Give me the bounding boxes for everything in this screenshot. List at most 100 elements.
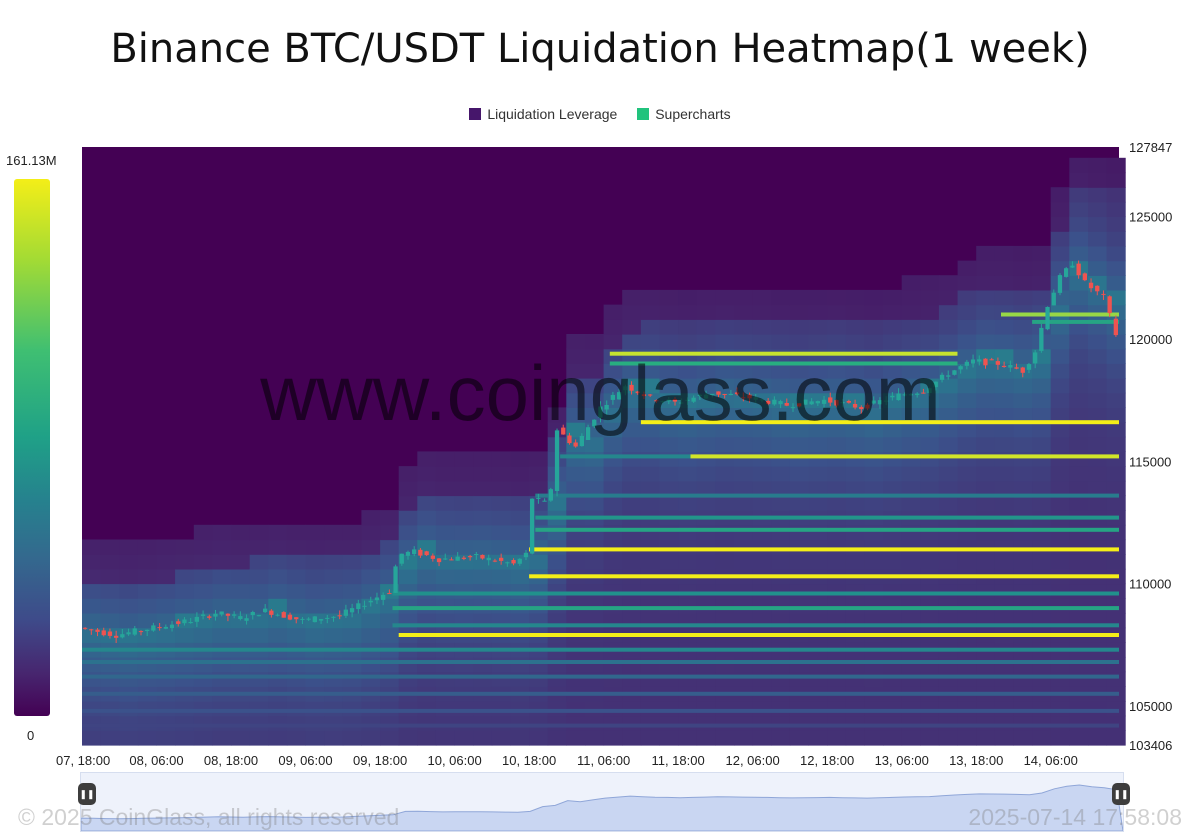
liquidity-band-cell bbox=[491, 715, 511, 731]
liquidity-band-cell bbox=[734, 378, 754, 394]
candle-body bbox=[585, 427, 591, 440]
slider-left-handle[interactable]: ❚❚ bbox=[78, 783, 96, 805]
liquidity-band-cell bbox=[175, 701, 195, 717]
liquidity-band-cell bbox=[938, 701, 958, 717]
candle-body bbox=[921, 392, 926, 394]
liquidity-band-cell bbox=[957, 598, 977, 614]
liquidity-band-cell bbox=[678, 436, 698, 452]
liquidity-band-cell bbox=[566, 656, 586, 673]
candle-body bbox=[176, 621, 181, 624]
time-range-slider[interactable] bbox=[80, 772, 1124, 832]
candle-body bbox=[685, 399, 690, 401]
candle-body bbox=[331, 616, 336, 618]
liquidity-band-cell bbox=[845, 378, 865, 394]
color-scale-bar[interactable] bbox=[14, 179, 50, 716]
liquidity-band-cell bbox=[696, 363, 716, 379]
slider-right-handle[interactable]: ❚❚ bbox=[1112, 783, 1130, 805]
x-tick-label: 07, 18:00 bbox=[56, 753, 110, 768]
liquidity-band-cell bbox=[1069, 348, 1089, 364]
liquidity-band-cell bbox=[82, 671, 102, 687]
liquidity-band-cell bbox=[286, 701, 306, 717]
liquidity-band-cell bbox=[957, 671, 977, 687]
liquidity-band-cell bbox=[566, 583, 586, 599]
liquidity-band-cell bbox=[435, 554, 455, 570]
legend-item-supercharts[interactable]: Supercharts bbox=[637, 106, 731, 122]
liquidity-band-cell bbox=[883, 422, 903, 438]
liquidity-band-cell bbox=[640, 671, 660, 687]
liquidity-band-cell bbox=[137, 598, 157, 614]
liquidity-band-cell bbox=[491, 598, 511, 614]
candle-body bbox=[753, 397, 758, 400]
legend-item-liquidation-leverage[interactable]: Liquidation Leverage bbox=[469, 106, 617, 122]
liquidity-band-cell bbox=[585, 480, 605, 497]
liquidity-band-cell bbox=[827, 730, 847, 746]
liquidity-band-cell bbox=[864, 422, 884, 438]
candle-body bbox=[436, 558, 442, 563]
liquidity-band-cell bbox=[883, 480, 903, 497]
liquidity-band-cell bbox=[1069, 495, 1089, 511]
liquidity-band-cell bbox=[380, 524, 400, 541]
liquidity-band-cell bbox=[771, 466, 791, 482]
candle-body bbox=[958, 366, 963, 370]
liquidity-band-cell bbox=[380, 730, 400, 746]
liquidity-band-cell bbox=[435, 701, 455, 717]
liquidity-band-cell bbox=[175, 730, 195, 746]
liquidity-band-cell bbox=[715, 715, 735, 731]
liquidity-band-cell bbox=[957, 304, 977, 320]
liquidity-band-cell bbox=[901, 701, 921, 717]
liquidity-band-cell bbox=[231, 612, 251, 629]
liquidity-band-cell bbox=[1013, 334, 1033, 350]
liquidity-band-cell bbox=[938, 422, 958, 438]
liquidity-band-cell bbox=[864, 495, 884, 511]
liquidity-band-cell bbox=[435, 524, 455, 541]
liquidity-band-cell bbox=[864, 304, 884, 320]
liquidity-band-cell bbox=[249, 583, 269, 599]
liquidity-band-cell bbox=[678, 319, 698, 335]
liquidity-band-cell bbox=[398, 495, 418, 511]
liquidity-band-cell bbox=[566, 701, 586, 717]
candle-body bbox=[492, 560, 498, 562]
liquidity-band-cell bbox=[510, 715, 530, 731]
liquidity-band-cell bbox=[752, 480, 772, 497]
liquidity-band-cell bbox=[771, 554, 791, 570]
liquidity-band-cell bbox=[808, 671, 828, 687]
candle-body bbox=[828, 397, 833, 403]
liquidity-band-cell bbox=[640, 524, 660, 541]
candle-body bbox=[567, 435, 572, 444]
liquidity-band-cell bbox=[994, 656, 1014, 673]
liquidity-band-cell bbox=[1013, 275, 1033, 291]
candle-body bbox=[188, 622, 193, 624]
liquidity-band-cell bbox=[585, 715, 605, 731]
liquidity-band-cell bbox=[193, 701, 213, 717]
liquidity-band-cell bbox=[622, 436, 642, 452]
y-tick-label: 127847 bbox=[1129, 140, 1172, 155]
liquidity-band-cell bbox=[231, 568, 251, 585]
liquidity-band-cell bbox=[547, 656, 567, 673]
liquidity-band-cell bbox=[938, 480, 958, 497]
liquidity-band-cell bbox=[994, 275, 1014, 291]
candle-body bbox=[915, 393, 920, 395]
liquidity-band-cell bbox=[193, 539, 213, 555]
liquidity-band-cell bbox=[566, 554, 586, 570]
candle-body bbox=[797, 403, 802, 407]
liquidity-band-cell bbox=[957, 451, 977, 467]
liquidity-band-cell bbox=[156, 715, 176, 731]
liquidity-band-cell bbox=[640, 378, 660, 394]
liquidity-band-cell bbox=[827, 334, 847, 350]
liquidity-band-cell bbox=[1050, 231, 1070, 247]
liquidity-band-cell bbox=[622, 407, 642, 423]
liquidity-band-cell bbox=[715, 289, 735, 306]
candle-body bbox=[213, 613, 218, 617]
liquidity-band-cell bbox=[678, 363, 698, 379]
liquidity-band-cell bbox=[342, 715, 362, 731]
liquidity-band-cell bbox=[957, 407, 977, 423]
liquidity-band-cell bbox=[883, 407, 903, 423]
liquidity-band-cell bbox=[994, 671, 1014, 687]
candle-body bbox=[318, 619, 324, 621]
liquidity-band-cell bbox=[454, 715, 474, 731]
liquidity-band-cell bbox=[1106, 334, 1126, 350]
liquidity-band-cell bbox=[696, 671, 716, 687]
liquidity-band-cell bbox=[1050, 245, 1070, 262]
liquidity-band-cell bbox=[1106, 348, 1126, 364]
